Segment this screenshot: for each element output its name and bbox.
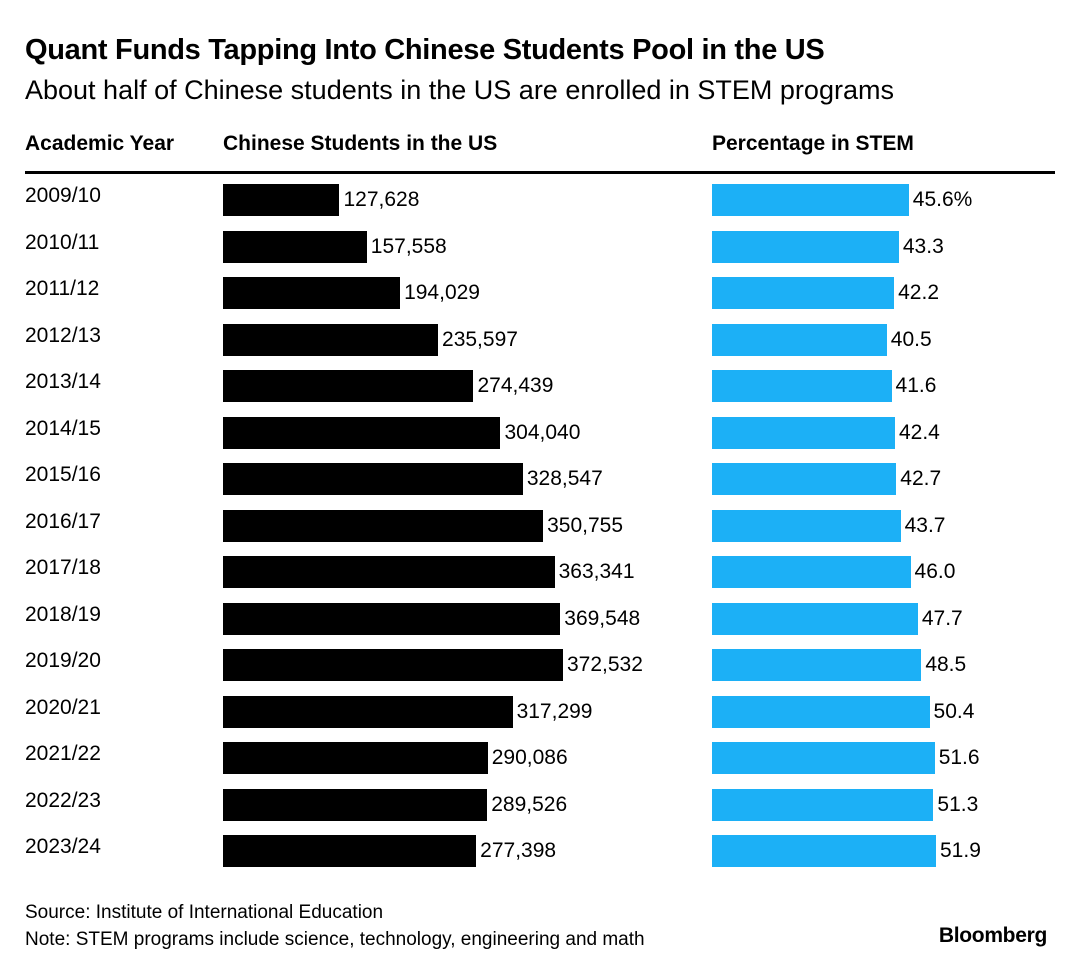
students-bar	[223, 788, 488, 821]
chart-subtitle: About half of Chinese students in the US…	[25, 75, 894, 105]
students-bar	[223, 509, 544, 542]
stem-bar	[712, 649, 922, 681]
students-bar	[223, 370, 474, 402]
year-label: 2023/24	[25, 835, 101, 858]
year-label: 2010/11	[25, 230, 100, 254]
stem-value-label: 42.4	[898, 420, 940, 444]
students-value-label: 363,341	[558, 560, 635, 583]
stem-value-label: 48.5	[925, 653, 967, 676]
students-value-label: 328,547	[526, 467, 603, 490]
students-bar	[223, 649, 563, 681]
students-value-label: 290,086	[491, 746, 568, 769]
stem-bar	[712, 835, 936, 867]
stem-bar	[712, 323, 887, 356]
students-bar	[223, 230, 367, 263]
stem-value-label: 46.0	[914, 560, 956, 583]
chart-title: Quant Funds Tapping Into Chinese Student…	[25, 34, 825, 66]
column-header-chinese-students: Chinese Students in the US	[223, 132, 498, 155]
students-bar	[223, 742, 488, 774]
stem-value-label: 40.5	[890, 327, 932, 351]
students-bar	[223, 602, 561, 635]
year-label: 2009/10	[25, 184, 101, 207]
year-label: 2017/18	[25, 556, 101, 579]
stem-bar	[712, 184, 909, 216]
students-value-label: 157,558	[370, 234, 447, 258]
source-note: Source: Institute of International Educa…	[25, 902, 384, 923]
stem-bar	[712, 695, 930, 728]
stem-value-label: 51.9	[940, 839, 981, 862]
footnote: Note: STEM programs include science, tec…	[25, 929, 645, 950]
students-value-label: 350,755	[547, 513, 624, 537]
students-bar	[223, 463, 523, 495]
students-value-label: 235,597	[442, 327, 518, 351]
students-value-label: 289,526	[491, 792, 568, 816]
stem-bar	[712, 509, 901, 542]
stem-bar	[712, 416, 895, 449]
students-bar	[223, 323, 439, 356]
year-label: 2013/14	[25, 370, 101, 393]
students-value-label: 372,532	[567, 653, 643, 676]
column-header-percentage-stem: Percentage in STEM	[712, 132, 914, 155]
year-label: 2020/21	[25, 695, 101, 719]
students-value-label: 317,299	[516, 699, 593, 723]
students-bar	[223, 835, 477, 867]
students-value-label: 369,548	[564, 606, 641, 630]
year-label: 2016/17	[25, 509, 101, 533]
students-value-label: 127,628	[343, 188, 420, 211]
year-label: 2015/16	[25, 463, 101, 486]
stem-value-label: 47.7	[921, 606, 963, 630]
students-value-label: 274,439	[477, 374, 554, 397]
students-bar	[223, 184, 340, 216]
students-value-label: 194,029	[404, 281, 480, 304]
students-bar	[223, 416, 501, 449]
stem-value-label: 43.7	[904, 513, 946, 537]
students-bar	[223, 277, 401, 309]
year-label: 2019/20	[25, 649, 101, 672]
stem-bar	[712, 742, 935, 774]
stem-bar	[712, 602, 918, 635]
stem-bar	[712, 788, 934, 821]
students-bar	[223, 695, 513, 728]
year-label: 2022/23	[25, 788, 101, 812]
stem-value-label: 43.3	[902, 234, 944, 258]
year-label: 2012/13	[25, 323, 101, 347]
year-label: 2011/12	[25, 277, 100, 300]
students-value-label: 304,040	[504, 420, 581, 444]
stem-bar	[712, 463, 897, 495]
stem-value-label: 51.6	[938, 746, 980, 769]
stem-bar	[712, 230, 899, 263]
stem-value-label: 42.2	[898, 281, 939, 304]
stem-bar	[712, 556, 911, 588]
year-label: 2021/22	[25, 742, 101, 765]
stem-value-label: 51.3	[937, 792, 979, 816]
stem-bar	[712, 277, 895, 309]
students-value-label: 277,398	[480, 839, 557, 862]
stem-bar	[712, 370, 892, 402]
year-label: 2018/19	[25, 602, 101, 626]
column-header-academic-year: Academic Year	[25, 132, 175, 155]
students-bar	[223, 556, 555, 588]
stem-value-label: 41.6	[895, 374, 937, 397]
stem-value-label: 45.6%	[912, 188, 973, 211]
stem-value-label: 42.7	[900, 467, 942, 490]
header-rule	[25, 171, 1055, 174]
bloomberg-logo: Bloomberg	[938, 924, 1047, 947]
stem-value-label: 50.4	[933, 699, 975, 723]
year-label: 2014/15	[25, 416, 101, 440]
